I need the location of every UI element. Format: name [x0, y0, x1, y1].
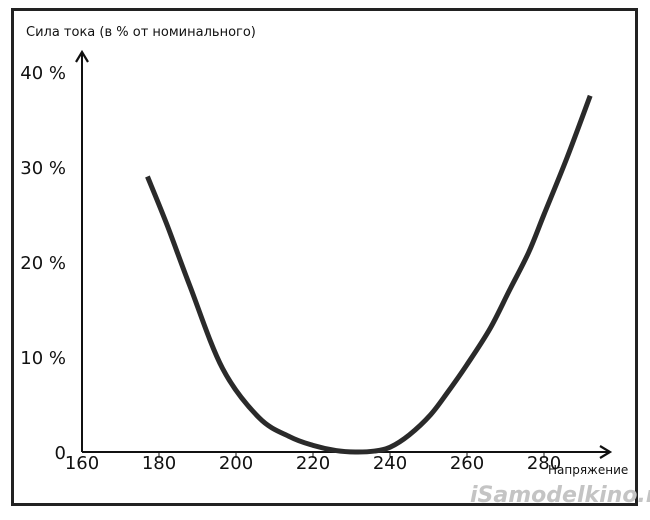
y-tick-label: 20 % — [20, 253, 66, 274]
x-tick-label: 220 — [296, 453, 330, 474]
chart-frame — [11, 8, 638, 506]
x-tick-label: 240 — [373, 453, 407, 474]
y-tick-label: 30 % — [20, 158, 66, 179]
x-tick-label: 180 — [142, 453, 176, 474]
series-line-current — [145, 94, 593, 455]
x-axis-label: Напряжение — [548, 463, 628, 477]
y-tick-label: 10 % — [20, 348, 66, 369]
watermark: iSamodelkino.ru — [470, 483, 650, 508]
x-tick-label: 260 — [450, 453, 484, 474]
y-tick-label: 0 — [55, 443, 66, 464]
x-tick-label: 280 — [527, 453, 561, 474]
x-tick-label: 160 — [65, 453, 99, 474]
y-axis-label: Сила тока (в % от номинального) — [26, 25, 256, 40]
x-tick-label: 200 — [219, 453, 253, 474]
y-tick-label: 40 % — [20, 63, 66, 84]
